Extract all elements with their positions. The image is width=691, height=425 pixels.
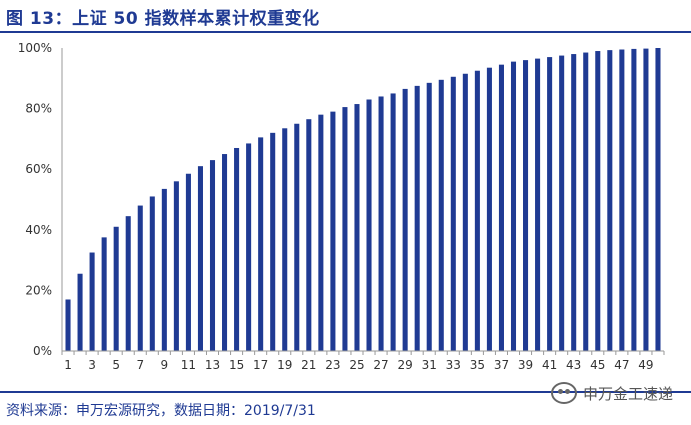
bar <box>378 96 384 351</box>
bar <box>583 52 589 352</box>
x-tick-label: 41 <box>542 358 557 372</box>
bar <box>414 85 420 351</box>
x-tick-label: 5 <box>112 358 120 372</box>
x-tick-label: 47 <box>614 358 629 372</box>
bar <box>306 119 312 351</box>
y-tick-label: 0% <box>33 344 52 358</box>
x-tick-label: 11 <box>181 358 196 372</box>
x-tick-label: 15 <box>229 358 244 372</box>
x-tick-label: 43 <box>566 358 581 372</box>
bar <box>402 88 408 351</box>
bar <box>559 55 565 351</box>
bar <box>161 188 167 351</box>
bar <box>619 49 625 351</box>
title-rule <box>0 31 691 33</box>
y-tick-label: 20% <box>25 283 52 297</box>
y-axis: 0% 20% 40% 60% 80% 100% <box>18 41 63 358</box>
bar <box>222 154 228 351</box>
bar <box>510 61 517 351</box>
bar <box>486 67 492 351</box>
bar <box>631 48 637 352</box>
bar <box>209 160 216 351</box>
bar <box>607 50 613 351</box>
y-tick-label: 80% <box>25 102 52 116</box>
bar <box>318 114 324 351</box>
bar <box>258 137 264 351</box>
bar <box>426 82 432 351</box>
bar <box>149 196 155 351</box>
bar <box>643 48 649 352</box>
bar <box>270 132 276 351</box>
bar <box>354 104 360 352</box>
bar <box>535 58 541 351</box>
x-tick-label: 17 <box>253 358 268 372</box>
x-tick-label: 31 <box>422 358 437 372</box>
y-tick-label: 40% <box>25 223 52 237</box>
bar <box>65 299 71 351</box>
bar <box>173 181 179 351</box>
bar <box>390 93 396 351</box>
x-tick-label: 13 <box>205 358 220 372</box>
x-tick-label: 9 <box>161 358 169 372</box>
bar <box>246 143 252 351</box>
bar <box>330 111 336 351</box>
bar <box>523 60 529 352</box>
bar <box>366 99 372 351</box>
bar <box>89 252 95 351</box>
x-tick-label: 3 <box>88 358 96 372</box>
watermark: 申万金工速递 <box>550 382 673 404</box>
bar <box>547 57 553 352</box>
bar <box>113 226 119 351</box>
bar <box>571 54 577 351</box>
bar <box>655 48 661 351</box>
bar <box>474 70 480 351</box>
bar <box>342 107 348 352</box>
bar <box>197 166 203 351</box>
footer-rule <box>0 391 691 393</box>
x-tick-label: 49 <box>638 358 653 372</box>
x-tick-label: 7 <box>136 358 144 372</box>
figure-title: 图 13：上证 50 指数样本累计权重变化 <box>6 9 320 29</box>
wechat-icon <box>550 382 577 404</box>
cumulative-weight-bar-chart: 0%20%40%60%80%100% 1 3 5 7 9 11 13 15 17 19 21 23 25… <box>18 41 665 372</box>
bar <box>294 123 300 351</box>
bar <box>450 76 456 351</box>
bars <box>65 48 661 352</box>
watermark-label: 申万金工速递 <box>582 384 673 403</box>
x-tick-label: 19 <box>277 358 292 372</box>
bar <box>282 128 288 351</box>
x-tick-label: 45 <box>590 358 605 372</box>
bar <box>101 237 107 351</box>
x-axis: 1 3 5 7 9 11 13 15 17 19 21 23 25 27 29 31 33 35 37 39 41 43 4… <box>61 350 665 372</box>
y-tick-label: 60% <box>25 162 52 176</box>
bar <box>498 64 504 351</box>
x-tick-label: 21 <box>301 358 316 372</box>
x-tick-label: 39 <box>518 358 533 372</box>
bar <box>234 147 240 351</box>
x-tick-label: 23 <box>325 358 340 372</box>
source-note: 资料来源：申万宏源研究，数据日期：2019/7/31 <box>6 403 316 419</box>
x-tick-label: 35 <box>470 358 485 372</box>
bar <box>595 51 601 351</box>
bar <box>77 273 83 351</box>
x-tick-label: 1 <box>64 358 72 372</box>
bar <box>438 79 444 351</box>
bar <box>462 73 468 351</box>
x-tick-label: 27 <box>373 358 388 372</box>
bar <box>137 205 143 351</box>
x-tick-label: 37 <box>494 358 509 372</box>
y-tick-label: 100% <box>18 41 52 55</box>
x-tick-label: 25 <box>349 358 364 372</box>
x-tick-label: 33 <box>446 358 461 372</box>
x-tick-label: 29 <box>397 358 412 372</box>
bar <box>185 173 191 351</box>
bar <box>125 216 131 351</box>
